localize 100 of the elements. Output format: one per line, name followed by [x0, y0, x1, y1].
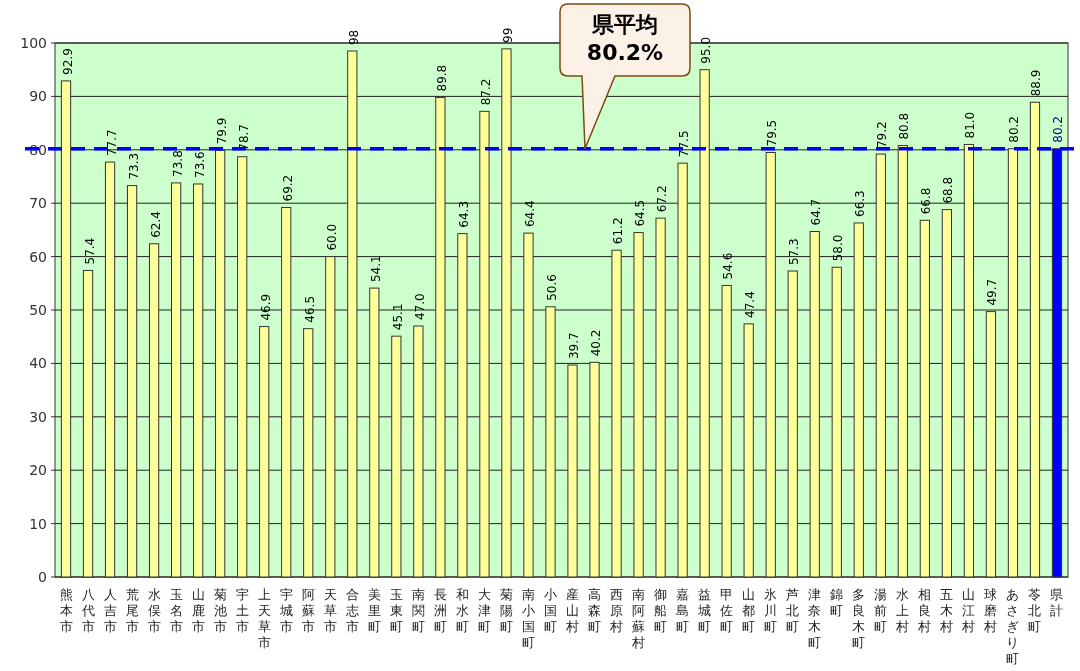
data-label: 67.2	[655, 185, 670, 213]
y-tick-label: 100	[20, 35, 47, 51]
data-label: 49.7	[985, 278, 1000, 306]
data-label: 77.5	[677, 130, 692, 158]
y-tick-label: 90	[29, 88, 47, 105]
x-tick-label: 宇城市	[278, 587, 293, 634]
y-tick-label: 30	[29, 408, 47, 425]
x-tick-label: 南関町	[411, 587, 425, 634]
y-tick-label: 60	[29, 248, 47, 265]
x-tick-label: 天草市	[323, 587, 337, 634]
x-tick-label: 玉東町	[389, 587, 403, 634]
data-label: 73.3	[126, 152, 141, 180]
x-tick-label: 玉名市	[169, 587, 183, 634]
x-tick-label: 芦北町	[786, 587, 800, 634]
x-tick-label: 津奈木町	[808, 587, 822, 650]
x-tick-label: 球磨村	[983, 587, 998, 634]
x-tick-label: 阿蘇市	[301, 587, 315, 634]
x-tick-label: 水俣市	[147, 587, 161, 634]
data-label: 61.2	[611, 217, 626, 245]
data-label: 79.9	[214, 117, 229, 145]
data-label: 47.0	[412, 293, 427, 321]
data-label: 64.7	[809, 198, 824, 226]
data-label: 66.8	[919, 187, 934, 215]
data-label: 54.1	[368, 255, 383, 283]
data-label: 99	[500, 27, 515, 43]
y-tick-label: 50	[29, 302, 47, 318]
x-tick-label: 相良村	[917, 587, 932, 634]
data-label: 39.7	[567, 332, 582, 359]
x-tick-label: 山都町	[742, 587, 756, 634]
x-tick-label: 菊陽町	[499, 587, 513, 634]
x-tick-label: 御船町	[654, 587, 668, 634]
data-label: 64.4	[522, 200, 537, 228]
x-tick-label: 甲佐町	[720, 587, 734, 634]
x-tick-label: 荒尾市	[125, 587, 139, 634]
data-label: 45.1	[390, 303, 405, 331]
data-label: 58.0	[831, 234, 846, 262]
data-label: 47.4	[743, 291, 758, 318]
x-tick-label: 益城町	[697, 587, 712, 634]
data-label: 80.2	[1007, 116, 1022, 143]
data-label: 54.6	[721, 252, 736, 280]
data-label: 66.3	[853, 190, 868, 217]
data-label: 50.6	[544, 274, 559, 301]
x-tick-label: 大津町	[477, 587, 491, 634]
data-label: 69.2	[280, 174, 295, 202]
x-tick-label: 西原村	[609, 587, 624, 634]
data-label: 79.5	[765, 119, 780, 147]
y-tick-label: 10	[29, 515, 47, 532]
data-label: 88.9	[1029, 69, 1044, 97]
x-tick-label: 水上村	[895, 587, 910, 634]
y-tick-label: 0	[38, 569, 47, 585]
x-tick-label: 小国町	[543, 587, 557, 634]
data-label: 64.5	[633, 199, 648, 227]
data-label: 60.0	[324, 223, 339, 251]
y-tick-label: 70	[29, 195, 47, 212]
x-tick-label: 多良木町	[852, 587, 866, 650]
data-label: 87.2	[478, 78, 493, 106]
data-label: 46.9	[258, 293, 273, 321]
x-tick-label: 和水町	[455, 587, 469, 634]
data-label: 57.3	[787, 238, 802, 266]
x-tick-label: 山江村	[961, 587, 976, 634]
data-label: 80.2	[1051, 116, 1066, 143]
x-tick-label: 五木村	[939, 587, 954, 634]
data-label: 95.0	[699, 36, 714, 64]
data-label: 80.8	[897, 112, 912, 140]
x-tick-label: 菊池市	[213, 587, 227, 634]
x-tick-label: 合志市	[345, 587, 359, 634]
x-tick-label: 産山村	[565, 587, 580, 634]
data-label: 73.8	[170, 150, 185, 177]
y-tick-label: 20	[29, 462, 47, 479]
data-label: 40.2	[589, 329, 604, 357]
x-tick-label: 湯前町	[874, 587, 888, 634]
x-tick-label: 南阿蘇村	[631, 587, 646, 650]
data-label: 89.8	[434, 64, 449, 92]
data-label: 98	[346, 29, 361, 46]
data-label: 46.5	[302, 295, 317, 323]
data-label: 79.2	[875, 121, 890, 149]
x-tick-label: あさぎり町	[1006, 587, 1020, 666]
x-tick-label: 長洲町	[433, 587, 447, 634]
x-tick-label: 宇土市	[235, 587, 249, 634]
data-label: 92.9	[60, 48, 75, 75]
x-tick-label: 錦町	[830, 587, 844, 618]
x-tick-label: 八代市	[80, 587, 95, 634]
x-tick-label: 上天草市	[257, 587, 271, 650]
x-tick-label: 美里町	[367, 587, 381, 634]
data-label: 68.8	[941, 176, 956, 204]
data-label: 73.6	[192, 151, 207, 178]
x-tick-label: 高森町	[588, 587, 602, 634]
data-label: 57.4	[82, 237, 97, 265]
x-tick-label: 南小国町	[521, 587, 535, 650]
data-label: 77.7	[104, 129, 119, 157]
x-tick-label: 苓北町	[1028, 587, 1042, 634]
x-tick-label: 嘉島町	[676, 587, 690, 634]
x-tick-label: 熊本市	[59, 587, 73, 634]
x-tick-label: 県計	[1050, 587, 1064, 618]
x-tick-label: 山鹿市	[191, 587, 205, 634]
data-label: 64.3	[456, 200, 471, 228]
data-label: 62.4	[148, 211, 163, 238]
x-tick-label: 人吉市	[103, 587, 117, 634]
data-label: 81.0	[963, 111, 978, 139]
x-tick-label: 氷川町	[764, 587, 778, 634]
